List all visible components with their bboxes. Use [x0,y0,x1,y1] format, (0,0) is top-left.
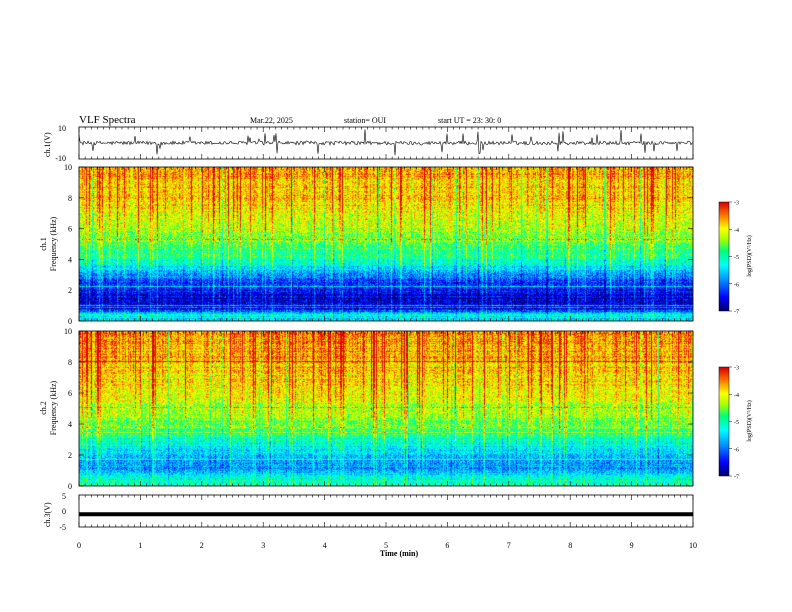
ch3-ylabel: ch.3(V) [43,502,52,527]
station-label: station= OUI [344,116,386,125]
ch2-spectrogram-panel: 0 2 4 6 8 10 ch.2 Frequency (kHz) [39,327,694,491]
ch1-spectrogram-image [79,167,693,321]
ch1-ytick-bottom: -10 [55,154,66,163]
date-label: Mar.22, 2025 [250,116,293,125]
time-tick-label: 5 [384,541,388,550]
time-tick-label: 2 [200,541,204,550]
time-tick-label: 7 [507,541,511,550]
frequency-tick-label: 0 [68,482,72,491]
ch1-spec-ylabel-channel: ch.1 [39,237,48,251]
frequency-tick-label: 10 [64,163,72,172]
time-tick-label: 8 [568,541,572,550]
ch3-ytick-top: 5 [62,492,66,501]
frequency-tick-label: 2 [68,451,72,460]
ch3-waveform-ticks [78,495,694,527]
colorbar-tick-label: -5 [734,420,739,426]
ch3-waveform-panel: 5 0 -5 ch.3(V) [43,492,694,532]
ch1-waveform-panel: 10 -10 ch.1(V) [43,124,694,163]
frequency-tick-label: 2 [68,286,72,295]
ch1-waveform-ticks [78,127,694,159]
colorbar-tick-label: -3 [734,201,739,207]
frequency-tick-label: 8 [68,194,72,203]
ch1-ytick-top: 10 [58,124,66,133]
ch2-spectrogram-image [79,331,693,486]
frequency-tick-label: 6 [68,225,72,234]
frequency-tick-label: 10 [64,327,72,336]
time-tick-label: 1 [138,541,142,550]
ch3-ytick-mid: 0 [62,507,66,516]
ch2-colorbar-label: log(PSD)(V²/Hz) [746,400,753,441]
time-tick-label: 4 [323,541,327,550]
colorbar-tick-label: -3 [734,366,739,372]
start-time-label: start UT = 23: 30: 0 [438,116,501,125]
ch1-trace [78,129,694,156]
frequency-tick-label: 6 [68,389,72,398]
ch1-ylabel: ch.1(V) [43,132,52,157]
time-axis-tick-labels: 0 1 2 3 4 5 6 7 8 9 10 [77,541,697,550]
time-tick-label: 10 [689,541,697,550]
colorbar-tick-label: -4 [734,228,739,234]
colorbar-tick-label: -4 [734,393,739,399]
frequency-tick-label: 4 [68,420,72,429]
ch1-colorbar: -3 -4 -5 -6 -7 log(PSD)(V²/Hz) [718,201,753,316]
time-tick-label: 3 [261,541,265,550]
ch3-ytick-bottom: -5 [59,523,66,532]
time-tick-label: 6 [445,541,449,550]
ch2-colorbar: -3 -4 -5 -6 -7 log(PSD)(V²/Hz) [718,366,753,481]
ch1-spec-ylabel-frequency: Frequency (kHz) [49,216,58,271]
ch2-spectrogram-xticks [78,331,694,486]
colorbar-tick-label: -7 [734,475,739,481]
colorbar-tick-label: -6 [734,282,739,288]
time-axis-label: Time (min) [380,549,419,558]
ch2-spec-ylabel-frequency: Frequency (kHz) [49,380,58,435]
colorbar-tick-label: -6 [734,447,739,453]
ch1-spectrogram-xticks [78,167,694,321]
colorbar-tick-label: -5 [734,255,739,261]
ch1-frequency-ticks: 0 2 4 6 8 10 [64,163,693,326]
ch2-spec-ylabel-channel: ch.2 [39,401,48,415]
figure-title: VLF Spectra [79,114,136,126]
time-tick-label: 0 [77,541,81,550]
ch1-colorbar-label: log(PSD)(V²/Hz) [746,235,753,276]
frequency-tick-label: 8 [68,358,72,367]
frequency-tick-label: 4 [68,255,72,264]
colorbar-tick-label: -7 [734,310,739,316]
time-tick-label: 9 [630,541,634,550]
ch1-spectrogram-panel: 0 2 4 6 8 10 ch.1 Frequency (kHz) [39,163,694,326]
ch2-frequency-ticks: 0 2 4 6 8 10 [64,327,693,491]
frequency-tick-label: 0 [68,317,72,326]
